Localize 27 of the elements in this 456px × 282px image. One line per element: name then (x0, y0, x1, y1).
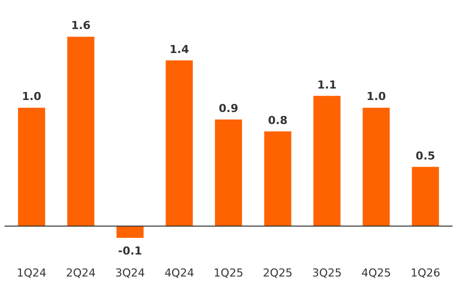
x-tick-label: 3Q25 (312, 266, 342, 280)
x-tick-label: 2Q25 (262, 266, 293, 280)
data-label: 1.4 (170, 42, 190, 56)
bar (313, 96, 340, 226)
data-label: 1.6 (71, 19, 91, 32)
x-tick-label: 1Q26 (410, 266, 440, 280)
bar (18, 108, 46, 226)
x-tick-label: 4Q24 (164, 266, 194, 280)
data-label: 0.9 (218, 102, 238, 115)
bar (412, 166, 439, 226)
data-label: 0.5 (416, 149, 436, 162)
bar (67, 36, 94, 226)
x-tick-label: 1Q24 (16, 266, 46, 280)
data-label: 0.8 (268, 114, 288, 127)
data-label: 1.0 (366, 90, 386, 104)
x-tick-label: 4Q25 (361, 266, 392, 280)
bar (116, 226, 144, 238)
data-label: -0.1 (118, 244, 142, 258)
bar (362, 108, 390, 226)
data-label: 1.1 (317, 78, 337, 92)
bar (214, 120, 242, 226)
bar (264, 131, 292, 226)
x-tick-label: 1Q25 (214, 266, 244, 280)
data-label: 1.0 (22, 90, 42, 104)
x-tick-label: 2Q24 (66, 266, 96, 280)
bar (166, 60, 193, 226)
x-tick-label: 3Q24 (115, 266, 145, 280)
